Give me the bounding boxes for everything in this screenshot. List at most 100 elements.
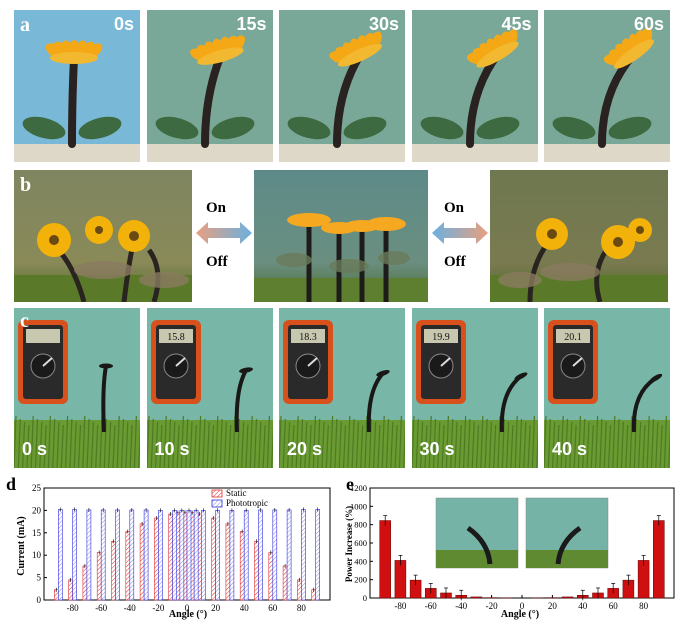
time-label: 0s bbox=[114, 14, 134, 35]
meter-reading: 20.1 bbox=[564, 332, 582, 343]
d-bar-phototropic bbox=[301, 510, 305, 600]
e-x-tick-label: 80 bbox=[639, 601, 649, 611]
e-x-tick-label: -60 bbox=[425, 601, 437, 611]
on-label-left: On bbox=[206, 200, 226, 217]
panel-a-frame: 45s bbox=[412, 10, 538, 162]
e-y-tick-label: 600 bbox=[354, 538, 367, 548]
panel-b-photo-center bbox=[254, 170, 428, 302]
inset-photo-left bbox=[436, 498, 518, 568]
time-label: 0 s bbox=[22, 439, 47, 460]
d-bar-static bbox=[112, 541, 116, 600]
panel-a-frame: 60s bbox=[544, 10, 670, 162]
d-bar-phototropic bbox=[259, 510, 263, 600]
d-bar-phototropic bbox=[287, 510, 291, 600]
d-bar-static bbox=[140, 524, 144, 600]
d-y-tick-label: 10 bbox=[32, 550, 42, 560]
time-label: 10 s bbox=[155, 439, 190, 460]
e-bar bbox=[653, 521, 664, 598]
double-arrow-icon bbox=[196, 220, 252, 246]
e-x-tick-label: 0 bbox=[520, 601, 525, 611]
panel-c-frame: 15.8 10 s bbox=[147, 308, 273, 468]
e-y-tick-label: 800 bbox=[354, 520, 367, 530]
e-x-tick-label: -40 bbox=[455, 601, 467, 611]
d-legend-swatch bbox=[212, 490, 222, 497]
d-bar-static bbox=[126, 531, 130, 600]
meter-reading: 19.9 bbox=[432, 332, 450, 343]
d-bar-phototropic bbox=[244, 510, 248, 600]
e-x-tick-label: 60 bbox=[609, 601, 619, 611]
e-y-axis-label: Power Increase (%) bbox=[344, 506, 354, 582]
d-x-tick-label: -80 bbox=[67, 603, 79, 613]
panel-c-frame: 0 s bbox=[14, 308, 140, 468]
d-bar-phototropic bbox=[158, 510, 162, 600]
d-x-tick-label: -40 bbox=[124, 603, 136, 613]
e-y-tick-label: 0 bbox=[363, 593, 367, 603]
panel-b-letter: b bbox=[20, 174, 31, 197]
d-bar-phototropic bbox=[216, 510, 220, 600]
d-bar-phototropic bbox=[87, 510, 91, 600]
d-bar-static bbox=[97, 553, 101, 600]
d-legend-label: Phototropic bbox=[226, 498, 268, 508]
d-x-tick-label: 80 bbox=[297, 603, 307, 613]
meter-reading: 15.8 bbox=[167, 332, 185, 343]
e-bar bbox=[380, 521, 391, 598]
d-bar-phototropic bbox=[144, 510, 148, 600]
d-bar-static bbox=[69, 580, 73, 600]
d-bar-phototropic bbox=[316, 510, 320, 600]
d-legend-swatch bbox=[212, 500, 222, 507]
d-bar-phototropic bbox=[116, 510, 120, 600]
d-bar-phototropic bbox=[230, 510, 234, 600]
time-label: 15s bbox=[236, 14, 266, 35]
time-label: 60s bbox=[634, 14, 664, 35]
panel-d-letter: d bbox=[6, 474, 16, 494]
d-bar-phototropic bbox=[273, 510, 277, 600]
d-bar-phototropic bbox=[58, 510, 62, 600]
d-bar-phototropic bbox=[73, 510, 77, 600]
d-bar-static bbox=[269, 553, 273, 600]
panel-b-photo-left bbox=[14, 170, 192, 302]
d-y-tick-label: 5 bbox=[37, 573, 42, 583]
e-y-tick-label: 1200 bbox=[350, 483, 367, 493]
e-bar bbox=[638, 560, 649, 598]
double-arrow-icon bbox=[432, 220, 488, 246]
e-bar bbox=[471, 597, 482, 598]
d-bar-static bbox=[226, 524, 230, 600]
off-label-right: Off bbox=[444, 254, 466, 271]
e-y-tick-label: 1000 bbox=[350, 501, 367, 511]
time-label: 40 s bbox=[552, 439, 587, 460]
time-label: 30 s bbox=[420, 439, 455, 460]
d-bar-phototropic bbox=[173, 510, 177, 600]
chart-e: e Power Increase (%) Angle (°) 020040060… bbox=[340, 472, 678, 620]
panel-c-frame: 19.9 30 s bbox=[412, 308, 538, 468]
d-bar-static bbox=[83, 566, 87, 600]
d-y-tick-label: 15 bbox=[32, 528, 42, 538]
panel-b-photo-right bbox=[490, 170, 668, 302]
panel-a-frame: 15s bbox=[147, 10, 273, 162]
e-bar bbox=[395, 560, 406, 598]
off-label-left: Off bbox=[206, 254, 228, 271]
d-bar-phototropic bbox=[180, 510, 184, 600]
d-y-tick-label: 0 bbox=[37, 595, 42, 605]
d-bar-phototropic bbox=[101, 510, 105, 600]
d-x-tick-label: 40 bbox=[240, 603, 250, 613]
e-y-tick-label: 400 bbox=[354, 556, 367, 566]
d-y-tick-label: 20 bbox=[32, 505, 42, 515]
panel-a-frame: 0s bbox=[14, 10, 140, 162]
d-x-tick-label: 60 bbox=[268, 603, 278, 613]
time-label: 45s bbox=[501, 14, 531, 35]
time-label: 20 s bbox=[287, 439, 322, 460]
d-bar-static bbox=[255, 541, 259, 600]
panel-b: On Off On Off bbox=[14, 170, 668, 302]
on-label-right: On bbox=[444, 200, 464, 217]
meter-reading: 18.3 bbox=[299, 332, 317, 343]
d-y-tick-label: 25 bbox=[32, 483, 42, 493]
e-x-tick-label: 20 bbox=[548, 601, 558, 611]
d-legend-label: Static bbox=[226, 488, 247, 498]
e-bar bbox=[562, 597, 573, 598]
inset-photo-right bbox=[526, 498, 608, 568]
d-bar-phototropic bbox=[187, 510, 191, 600]
